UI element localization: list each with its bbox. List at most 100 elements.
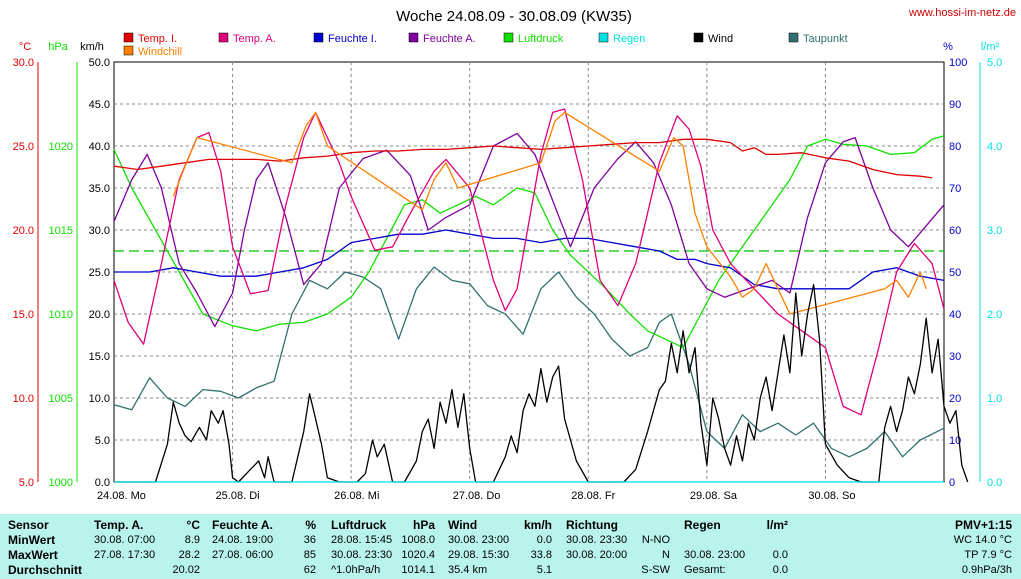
axis-tick-label: 40.0 — [89, 141, 110, 153]
x-axis-day-label: 24.08. Mo — [97, 490, 146, 502]
stats-direction-column: Richtung 30.08. 23:30 N-NO 30.08. 20:00 N … — [566, 518, 670, 578]
axis-tick-label: 15.0 — [89, 351, 110, 363]
legend-label: Wind — [708, 33, 733, 45]
stats-row-label: Durchschnitt — [8, 563, 83, 577]
stats-value: 0.0 — [772, 549, 788, 561]
x-axis-day-label: 27.08. Do — [453, 490, 501, 502]
stats-date: 30.08. 20:00 — [566, 549, 628, 561]
stats-value: 8.9 — [184, 534, 200, 546]
axis-tick-label: 45.0 — [89, 99, 110, 111]
stats-pressure-column: Luftdruck hPa 28.08. 15:45 1008.0 30.08. 2… — [331, 518, 435, 578]
stats-value: 1008.0 — [401, 534, 435, 546]
axis-tick-label: 20.0 — [13, 225, 34, 237]
legend-swatch — [123, 45, 134, 56]
stats-header: Sensor — [8, 518, 49, 532]
axis-tick-label: 1020 — [49, 141, 73, 153]
axis-tick-label: 100 — [949, 57, 967, 69]
series-line-feuchte-i — [114, 229, 945, 290]
axis-tick-label: 80 — [949, 141, 961, 153]
stats-value: 28.2 — [178, 549, 200, 561]
stats-unit: hPa — [412, 518, 435, 532]
stats-date: 30.08. 23:30 — [566, 534, 628, 546]
chart-legend: Temp. I. Temp. A. Feuchte I. Feuchte A. Luft… — [123, 32, 848, 58]
chart-title: Woche 24.08.09 - 30.08.09 (KW35) — [396, 8, 632, 25]
stats-value: 0.9hPa/3h — [961, 564, 1012, 576]
axis-tick-label: 20 — [949, 393, 961, 405]
series-line-taupunkt — [113, 266, 945, 458]
stats-value: 85 — [303, 549, 316, 561]
plot-area — [113, 108, 969, 483]
stats-date: 27.08. 17:30 — [94, 549, 156, 561]
stats-value: WC 14.0 °C — [953, 534, 1012, 546]
stats-date: 27.08. 06:00 — [212, 549, 274, 561]
axis-tick-label: 50.0 — [89, 57, 110, 69]
stats-value: 36 — [303, 534, 316, 546]
stats-date: 30.08. 23:00 — [684, 549, 746, 561]
x-axis-day-label: 30.08. So — [808, 490, 855, 502]
axis-unit-label: hPa — [48, 41, 68, 53]
stats-value: N — [662, 549, 670, 561]
stats-header: Wind — [448, 518, 478, 532]
stats-value: 0.0 — [772, 564, 788, 576]
weather-chart: Woche 24.08.09 - 30.08.09 (KW35) www.hos… — [13, 7, 1016, 502]
legend-label: Regen — [613, 33, 645, 45]
legend-swatch — [788, 32, 799, 43]
axis-tick-label: 10 — [949, 435, 961, 447]
stats-header: Richtung — [566, 518, 618, 532]
stats-rain-column: Regen l/m² 30.08. 23:00 0.0 Gesamt: 0.0 — [684, 518, 788, 578]
stats-humidity-column: Feuchte A.% 24.08. 19:00 36 27.08. 06:00 8… — [212, 518, 316, 578]
stats-row-label: MaxWert — [8, 548, 58, 562]
stats-date: 30.08. 23:30 — [331, 549, 393, 561]
axis-tick-label: 1.0 — [987, 393, 1002, 405]
series-line-temp-a — [113, 108, 945, 416]
x-axis-day-label: 29.08. Sa — [690, 490, 738, 502]
axis-tick-label: 5.0 — [19, 477, 34, 489]
stats-wind-column: Wind km/h 30.08. 23:00 0.0 29.08. 15:30 33.… — [448, 518, 552, 578]
legend-swatch — [693, 32, 704, 43]
legend-swatch — [123, 32, 134, 43]
axis-unit-label: % — [943, 41, 953, 53]
stats-value: 33.8 — [530, 549, 552, 561]
axis-tick-label: 90 — [949, 99, 961, 111]
axis-tick-label: 35.0 — [89, 183, 110, 195]
stats-value: 62 — [303, 564, 316, 576]
axis-tick-label: 0.0 — [95, 477, 110, 489]
legend-swatch — [598, 32, 609, 43]
stats-value: TP 7.9 °C — [964, 549, 1012, 561]
stats-pmv-column: PMV+1:15 WC 14.0 °C TP 7.9 °C 0.9hPa/3h — [904, 518, 1012, 578]
axis-tick-label: 20.0 — [89, 309, 110, 321]
stats-unit: % — [305, 518, 316, 532]
axis-tick-label: 60 — [949, 225, 961, 237]
axis-tick-label: 30 — [949, 351, 961, 363]
legend-label: Taupunkt — [803, 33, 848, 45]
legend-label: Luftdruck — [518, 33, 564, 45]
chart-grid — [113, 61, 945, 483]
legend-swatch — [503, 32, 514, 43]
axis-tick-label: 40 — [949, 309, 961, 321]
axis-tick-label: 4.0 — [987, 141, 1002, 153]
axis-ticks: 30.025.020.015.010.05.010201015101010051… — [13, 57, 1003, 489]
axis-tick-label: 1000 — [49, 477, 73, 489]
stats-value: 1020.4 — [401, 549, 435, 561]
legend-swatch — [408, 32, 419, 43]
stats-value: 0.0 — [536, 534, 552, 546]
axis-tick-label: 25.0 — [89, 267, 110, 279]
stats-row-label: MinWert — [8, 533, 56, 547]
website-link[interactable]: www.hossi-im-netz.de — [908, 7, 1016, 19]
series-line-temp-i — [113, 138, 933, 179]
axis-unit-labels: °C hPa km/h% l/m² — [19, 41, 1000, 53]
axis-tick-label: 3.0 — [987, 225, 1002, 237]
series-line-windchill — [172, 111, 927, 315]
stats-temp-column: Temp. A. °C 30.08. 07:00 8.9 27.08. 17:30 2… — [94, 518, 200, 578]
legend-label: Temp. I. — [138, 33, 177, 45]
stats-sensor-column: Sensor MinWert MaxWert Durchschnitt — [8, 518, 83, 578]
axis-tick-label: 1005 — [49, 393, 73, 405]
axis-tick-label: 5.0 — [987, 57, 1002, 69]
stats-date: ^1.0hPa/h — [331, 564, 381, 576]
stats-value: 1014.1 — [401, 564, 435, 576]
axis-tick-label: 30.0 — [13, 57, 34, 69]
legend-label: Feuchte A. — [423, 33, 476, 45]
x-axis-day-label: 28.08. Fr — [571, 490, 615, 502]
stats-unit: °C — [186, 518, 200, 532]
axis-unit-label: km/h — [80, 41, 104, 53]
